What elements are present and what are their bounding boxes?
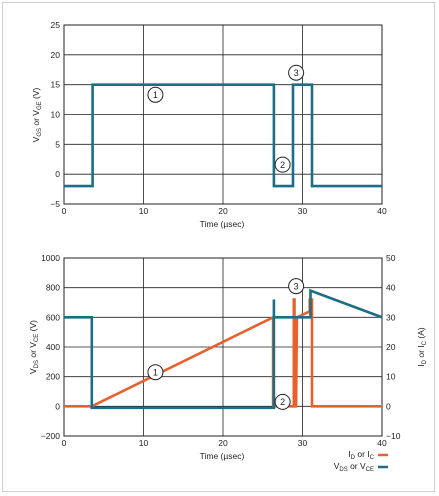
- chart-top-annotation-marker: 2: [274, 156, 291, 173]
- figure-frame: [2, 2, 435, 492]
- chart-top-annotation-label: 1: [153, 90, 158, 100]
- chart-top-annotation-marker: 1: [147, 86, 164, 103]
- chart-bottom-ytick-label: 800: [46, 283, 60, 293]
- chart-top-ytick-label: 0: [55, 169, 60, 179]
- chart-top-annotation-circle: [147, 86, 164, 103]
- chart-bottom-xtick-label: 30: [298, 438, 308, 448]
- chart-top-annotation-marker: 3: [288, 64, 305, 81]
- chart-top-xtick-label: 30: [298, 206, 308, 216]
- svg-text:VDS or VCE: VDS or VCE: [334, 461, 374, 473]
- chart-bottom-annotation-label: 1: [153, 367, 158, 377]
- svg-text:ID or IC (A): ID or IC (A): [416, 327, 428, 367]
- chart-bottom-ytick-right-label: 40: [386, 283, 396, 293]
- chart-top-annotation-circle: [274, 156, 291, 173]
- chart-bottom-annotation-label: 2: [280, 397, 285, 407]
- chart-bottom-ytick-right-label: 30: [386, 312, 396, 322]
- chart-bottom-xlabel: Time (µsec): [200, 451, 245, 461]
- chart-bottom-annotation-circle: [288, 278, 305, 295]
- chart-top-ytick-label: 25: [51, 20, 61, 30]
- chart-top-ylabel: VGS or VGE (V): [31, 88, 43, 143]
- chart-bottom-ytick-right-label: 20: [386, 342, 396, 352]
- chart-top-series-0-line: [64, 83, 382, 188]
- chart-bottom-ytick-label: 400: [46, 342, 60, 352]
- chart-bottom-series-vds-or-vce-line: [64, 288, 383, 410]
- svg-text:VDS or VCE (V): VDS or VCE (V): [28, 320, 40, 374]
- chart-top-annotation-label: 3: [294, 68, 299, 78]
- chart-bottom-annotation-circle: [274, 393, 291, 410]
- chart-top-xtick-label: 0: [62, 206, 67, 216]
- chart-top-xtick-label: 40: [377, 206, 387, 216]
- chart-bottom-ytick-right-label: −10: [386, 431, 401, 441]
- svg-text:VGS or VGE (V): VGS or VGE (V): [31, 88, 43, 143]
- chart-bottom-ylabel: VDS or VCE (V): [28, 320, 40, 374]
- chart-bottom-ytick-label: −200: [41, 431, 60, 441]
- chart-top-ytick-label: 20: [51, 50, 61, 60]
- chart-bottom-ytick-right-label: 10: [386, 372, 396, 382]
- chart-bottom-annotation-marker: 2: [274, 393, 291, 410]
- chart-bottom-ytick-label: 1000: [41, 253, 60, 263]
- chart-bottom-xtick-label: 40: [377, 438, 387, 448]
- chart-bottom-ytick-right-label: 0: [386, 401, 391, 411]
- chart-bottom-annotation-label: 3: [294, 281, 299, 291]
- chart-bottom-annotation-circle: [147, 364, 164, 381]
- chart-top-xlabel: Time (µsec): [200, 219, 245, 229]
- legend: ID or IC VDS or VCE: [334, 449, 388, 473]
- chart-top-ytick-label: 15: [51, 80, 61, 90]
- chart-bottom-annotation-marker: 3: [288, 278, 305, 295]
- chart-bottom: 0 10 20 30 40−20002004006008001000−100102030…: [41, 253, 401, 448]
- chart-bottom-xtick-label: 10: [139, 438, 149, 448]
- chart-top-xtick-label: 10: [139, 206, 149, 216]
- chart-bottom-xtick-label: 0: [62, 438, 67, 448]
- chart-top-xtick-label: 20: [218, 206, 228, 216]
- chart-bottom-ytick-right-label: 50: [386, 253, 396, 263]
- chart-bottom-ylabel-right: ID or IC (A): [416, 327, 428, 367]
- chart-bottom-ytick-label: 600: [46, 312, 60, 322]
- chart-top-ytick-label: 5: [55, 139, 60, 149]
- chart-top-ytick-label: −5: [50, 199, 60, 209]
- chart-bottom-xtick-label: 20: [218, 438, 228, 448]
- chart-bottom-ytick-label: 0: [55, 401, 60, 411]
- chart-top-annotation-circle: [288, 64, 305, 81]
- chart-bottom-ytick-label: 200: [46, 372, 60, 382]
- legend-item-id-ic: ID or IC: [348, 449, 388, 461]
- chart-top-annotation-label: 2: [280, 160, 285, 170]
- chart-bottom-annotation-marker: 1: [147, 364, 164, 381]
- svg-text:ID or IC: ID or IC: [348, 449, 374, 461]
- chart-top-ytick-label: 10: [51, 110, 61, 120]
- legend-item-vds-vce: VDS or VCE: [334, 461, 388, 473]
